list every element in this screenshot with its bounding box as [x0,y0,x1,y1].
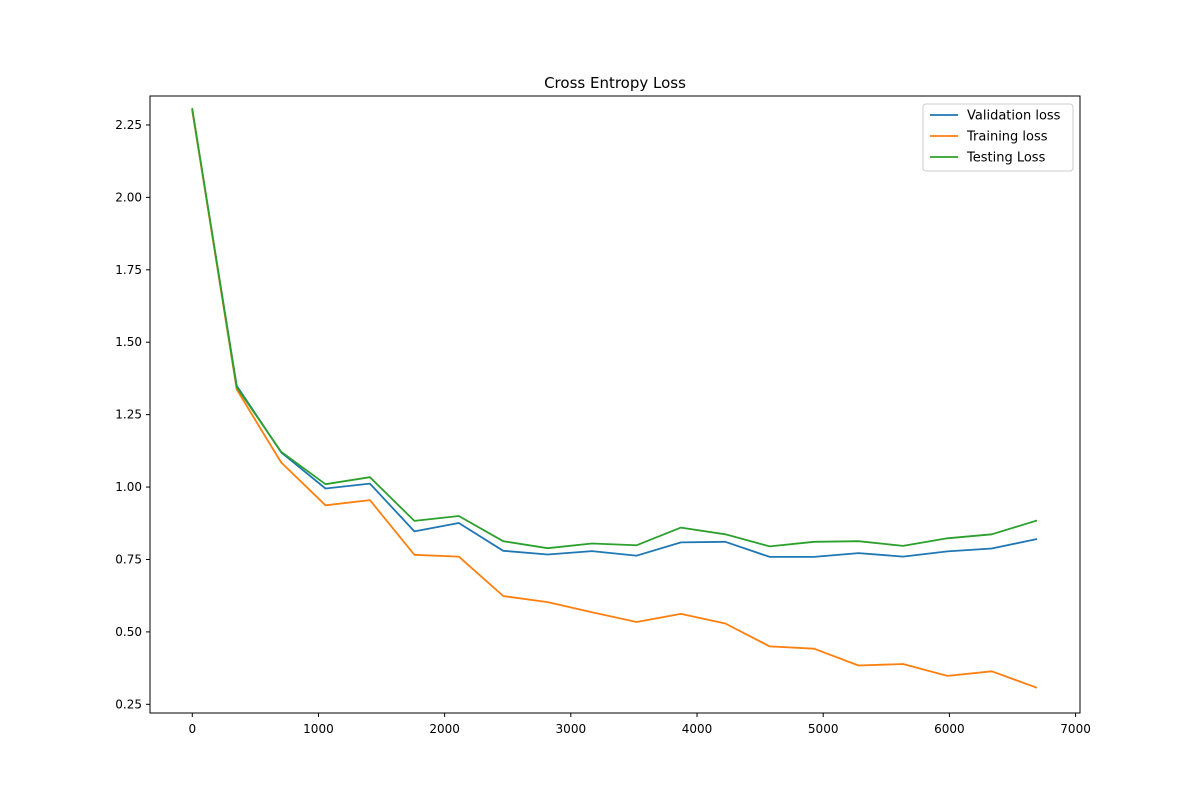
series-line-1 [191,109,1038,558]
x-tick-label: 6000 [934,722,965,736]
series-line-2 [191,109,1038,689]
axes: 0 1000 2000 3000 4000 5000 6000 7000 0.25 0.50 0.7… [115,95,1091,736]
y-tick-label: 1.50 [115,335,142,349]
legend-box [922,103,1074,172]
x-tick-label: 1000 [303,722,334,736]
y-tick-label: 0.25 [115,697,142,711]
y-tick-label: 0.50 [115,625,142,639]
x-tick-label: 2000 [429,722,460,736]
x-tick-label: 3000 [556,722,587,736]
x-tick-label: 7000 [1060,722,1091,736]
y-tick-label: 1.75 [115,263,142,277]
series-line-3 [191,107,1038,550]
x-tick-label: 4000 [682,722,713,736]
x-tick-label: 0 [188,722,196,736]
plot-lines [191,107,1038,689]
y-tick-label: 1.25 [115,408,142,422]
legend-label-2: Training loss [966,130,1048,145]
y-tick-label: 2.00 [115,190,142,204]
plot-frame [149,95,1081,714]
y-tick-label: 2.25 [115,118,142,132]
x-tick-label: 5000 [808,722,839,736]
y-tick-label: 0.75 [115,552,142,566]
legend-label-1: Validation loss [967,109,1061,124]
chart-title: Cross Entropy Loss [544,74,686,92]
y-tick-label: 1.00 [115,480,142,494]
legend: Validation loss Training loss Testing Loss [922,103,1074,172]
legend-label-3: Testing Loss [966,151,1046,166]
